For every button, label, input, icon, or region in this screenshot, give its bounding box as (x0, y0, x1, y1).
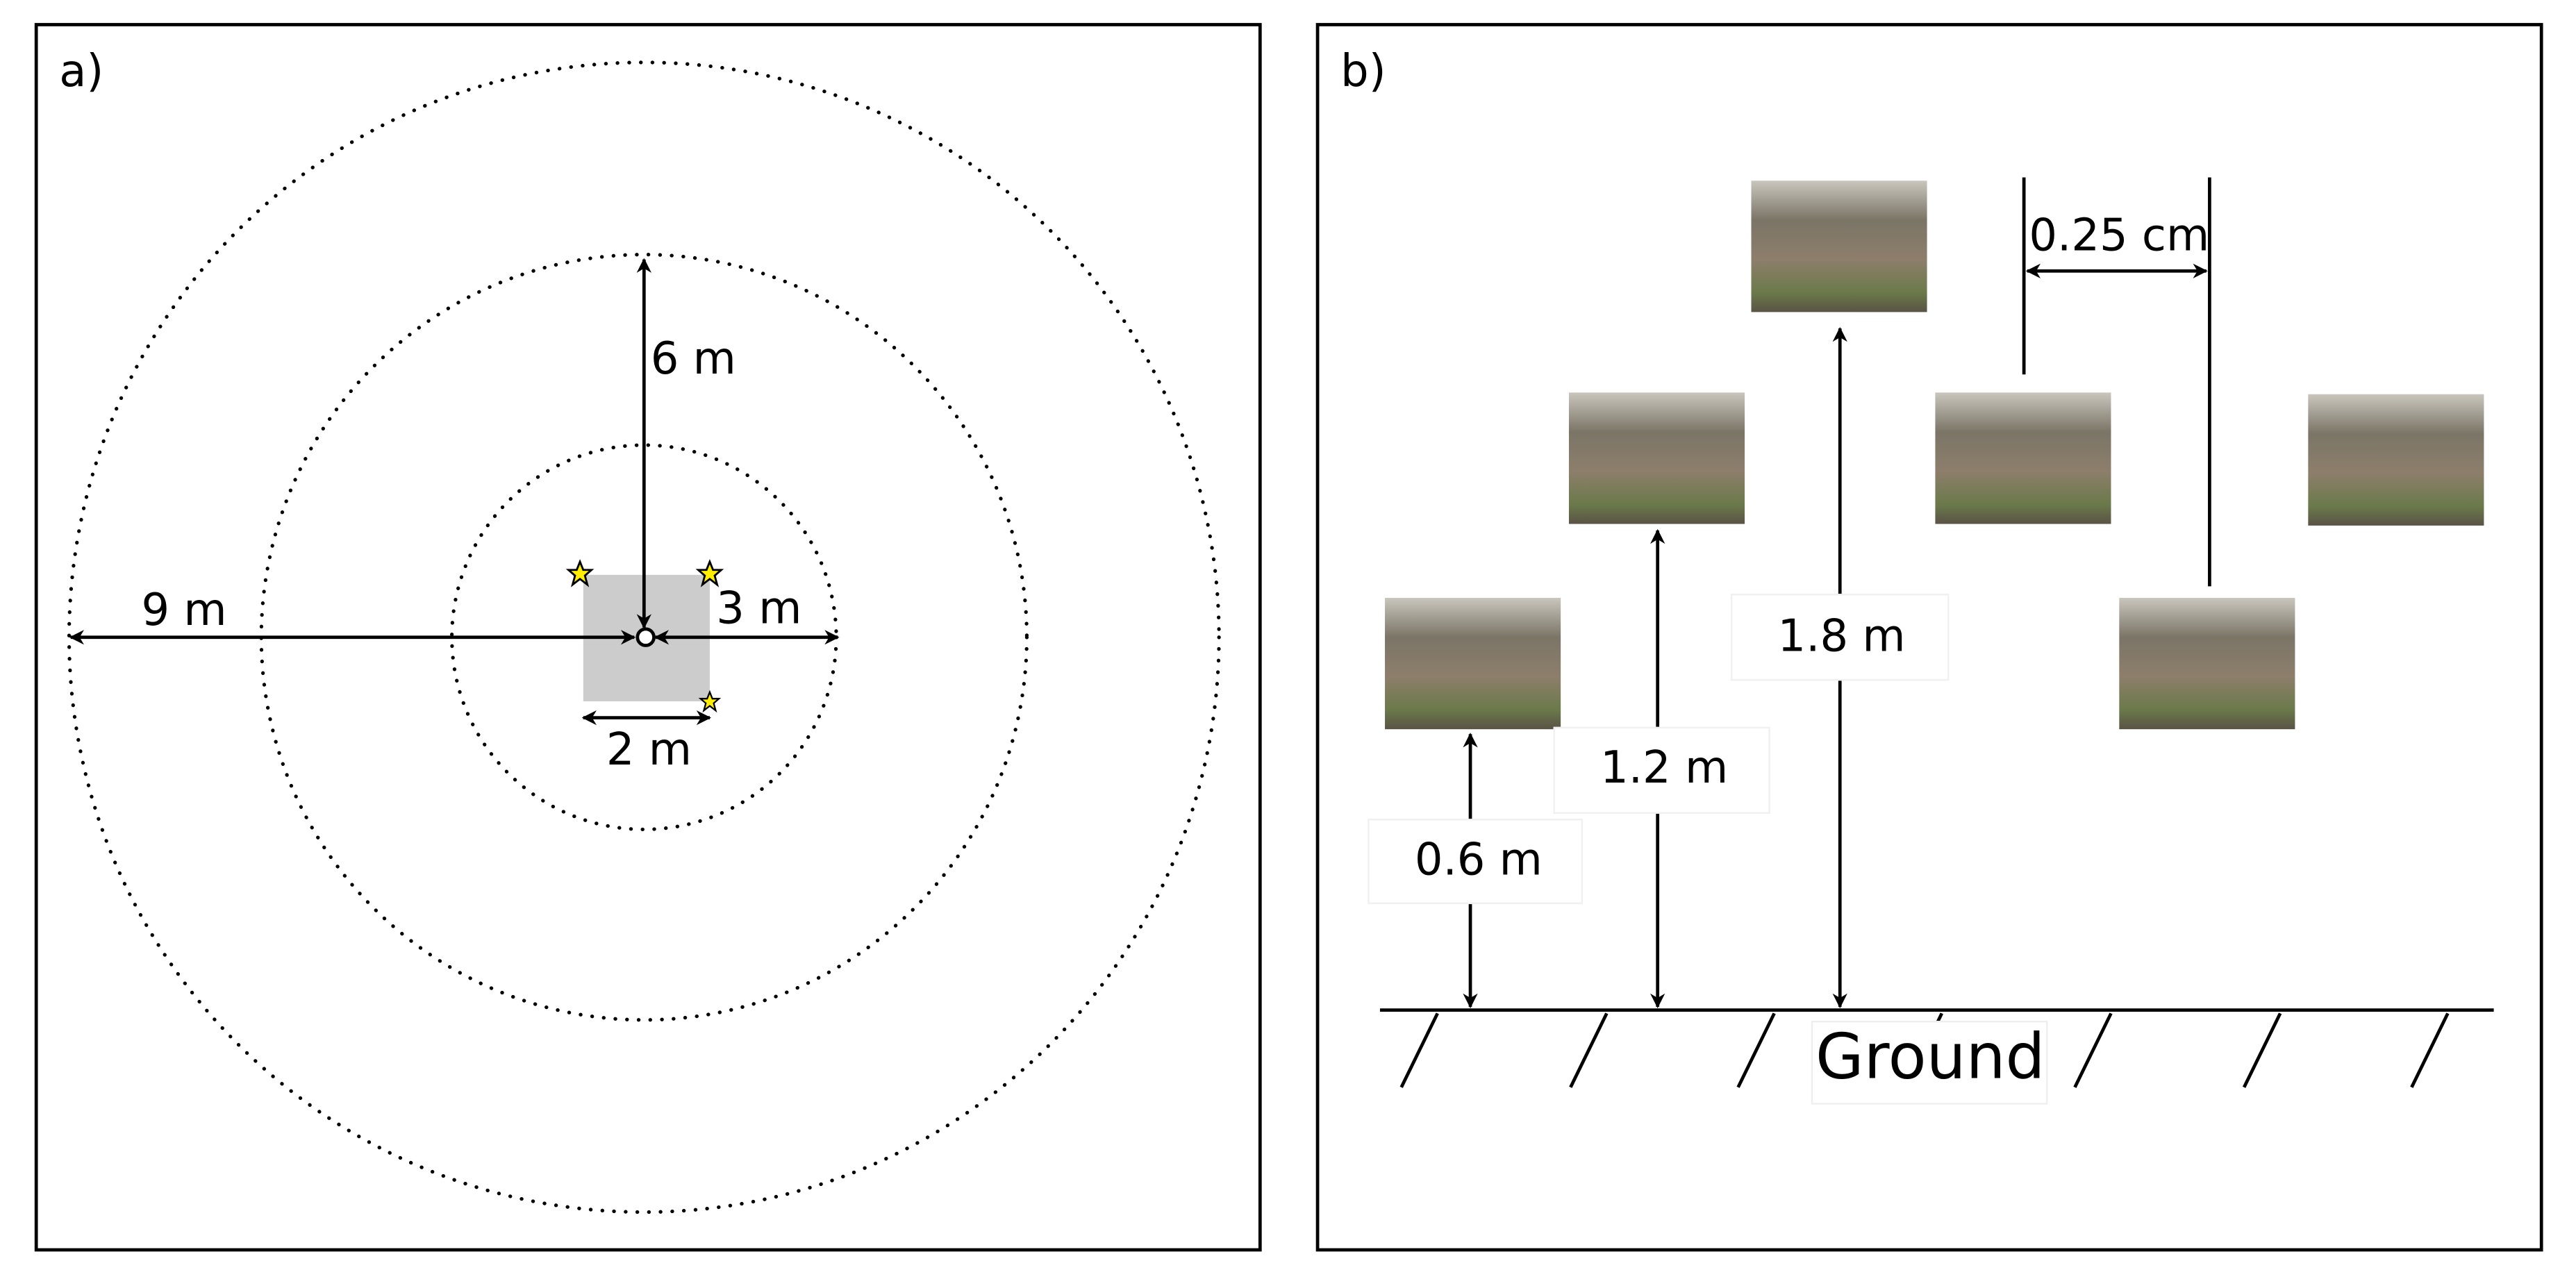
photos (1385, 181, 2484, 730)
spacing-label: 0.25 cm (2029, 210, 2209, 262)
photo (1935, 392, 2111, 524)
ring (67, 60, 1221, 1214)
label-box (1368, 819, 1584, 905)
label-box (1730, 594, 1950, 681)
center (635, 627, 656, 647)
height-label: 1.2 m (1600, 742, 1728, 794)
label-box (1811, 1021, 2048, 1105)
photo (2308, 394, 2484, 526)
star (698, 690, 722, 713)
ground-label: Ground (1815, 1021, 2045, 1093)
dimension-label: 2 m (606, 724, 692, 776)
star (565, 559, 595, 587)
panel-label: b) (1340, 46, 1386, 97)
dimension-label: 9 m (141, 585, 226, 636)
star (695, 559, 724, 587)
panel-b: b) Ground 0.6 m 1.2 m 1.8 m 0.25 (1315, 23, 2543, 1252)
height-label: 0.6 m (1415, 834, 1543, 885)
photo (1568, 392, 1745, 524)
panel-frame (1315, 23, 2543, 1252)
panel-frame (34, 23, 1262, 1252)
photo (2119, 597, 2295, 730)
dimension-label: 6 m (651, 333, 736, 385)
markers (565, 559, 724, 713)
photo (1751, 181, 1927, 312)
panel-label: a) (59, 46, 103, 97)
label-box (1553, 726, 1770, 814)
height-label: 1.8 m (1778, 611, 1906, 662)
panel-a: a) 9 m 6 m 3 m 2 m (34, 23, 1262, 1252)
dimension-label: 3 m (716, 583, 801, 634)
photo (1385, 597, 1561, 730)
